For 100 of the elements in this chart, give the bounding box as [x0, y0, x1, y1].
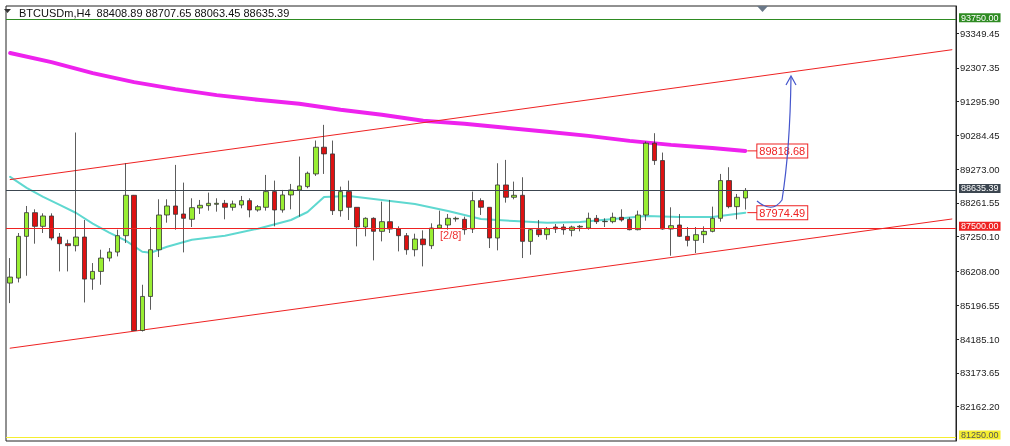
candlestick — [379, 201, 385, 242]
candlestick — [396, 225, 401, 252]
y-tick-label: 84185.10 — [960, 333, 1000, 345]
candlestick — [586, 212, 591, 231]
ref-line-label: 93750.00 — [961, 12, 999, 23]
candlestick — [354, 206, 360, 247]
candlestick — [338, 186, 343, 218]
candlestick — [321, 124, 327, 175]
candlestick — [503, 159, 509, 204]
candlestick — [24, 205, 29, 277]
candlestick — [685, 226, 690, 247]
candlestick — [32, 208, 38, 245]
candlestick — [131, 194, 137, 331]
candlestick — [470, 191, 475, 234]
candlestick — [412, 233, 418, 257]
candlestick — [453, 216, 459, 223]
candlestick — [255, 204, 261, 213]
chart-title: BTCUSDm,H4 88408.89 88707.65 88063.45 88635.39 — [19, 6, 290, 19]
y-tick-label: 89273.00 — [960, 163, 1000, 175]
candlestick — [247, 197, 252, 218]
annotation: [2/8] — [440, 228, 462, 241]
candlestick — [487, 206, 492, 249]
candlestick — [718, 173, 723, 223]
candlestick — [701, 225, 707, 244]
candlestick — [73, 132, 79, 252]
candlestick — [660, 152, 665, 231]
candlestick — [371, 216, 376, 261]
candlestick — [635, 210, 641, 231]
candlestick — [49, 212, 54, 241]
candlestick — [652, 132, 657, 166]
candlestick — [602, 217, 608, 228]
candlestick — [140, 284, 145, 332]
candlestick — [305, 171, 310, 189]
candlestick — [7, 257, 13, 304]
candlestick — [610, 212, 616, 224]
candlestick — [16, 232, 21, 283]
ref-line-label: 81250.00 — [961, 429, 999, 440]
candlestick — [288, 183, 294, 210]
candlestick — [643, 141, 649, 222]
candlestick — [668, 206, 674, 257]
candlestick — [520, 176, 525, 259]
candlestick — [404, 232, 409, 256]
line-series — [9, 175, 747, 254]
y-tick-label: 82162.20 — [960, 401, 1000, 413]
candlestick — [346, 180, 352, 221]
candlestick — [206, 192, 211, 212]
y-tick-label: 91295.90 — [960, 96, 1000, 108]
candlestick — [197, 199, 203, 215]
annotation: 87974.49 — [759, 206, 806, 219]
ref-line-label: 88635.39 — [961, 183, 999, 194]
candlestick — [280, 189, 285, 214]
candlestick — [363, 216, 368, 237]
candlestick — [420, 229, 426, 267]
candlestick — [107, 247, 112, 262]
y-tick-label: 92307.35 — [960, 62, 1000, 74]
candlestick — [445, 213, 451, 231]
ref-line-label: 87500.00 — [961, 221, 999, 232]
candlestick — [726, 166, 732, 209]
y-tick-label: 85196.55 — [960, 299, 1000, 311]
candlestick — [40, 212, 46, 234]
candlestick — [123, 162, 129, 244]
candlestick — [544, 226, 550, 241]
y-tick-label: 90284.45 — [960, 129, 1000, 141]
candlestick — [495, 162, 500, 251]
y-tick-label: 88261.55 — [960, 197, 1000, 209]
candlestick — [627, 216, 632, 231]
candlestick — [734, 193, 740, 220]
candlestick — [57, 232, 62, 272]
candlestick — [429, 222, 434, 250]
candlestick — [115, 229, 120, 257]
candlestick — [173, 164, 178, 231]
candlestick — [462, 216, 467, 236]
candlestick — [181, 182, 186, 253]
candlestick — [577, 224, 583, 232]
candlestick — [693, 226, 699, 254]
candlestick — [313, 140, 319, 177]
y-tick-label: 83173.65 — [960, 367, 1000, 379]
candlestick — [387, 199, 393, 234]
y-tick-label: 87250.10 — [960, 231, 1000, 243]
candlestick — [594, 214, 599, 225]
candlestick — [214, 197, 219, 213]
line-series — [8, 51, 748, 153]
candlestick — [222, 199, 228, 220]
candlestick — [528, 228, 533, 256]
candlestick — [189, 197, 195, 228]
y-tick-label: 93349.45 — [960, 27, 1000, 39]
candlestick — [619, 208, 624, 223]
candlestick — [239, 195, 244, 209]
candlestick — [743, 187, 748, 210]
candlestick — [82, 219, 87, 303]
candlestick — [164, 198, 170, 224]
candlestick — [272, 180, 277, 227]
candlestick — [677, 213, 682, 238]
candlestick — [230, 200, 236, 212]
candlestick — [297, 156, 302, 218]
candlestick — [263, 174, 269, 212]
candlestick — [710, 206, 715, 233]
candlestick — [478, 197, 484, 216]
candlestick — [330, 140, 335, 216]
candlestick — [536, 219, 542, 238]
